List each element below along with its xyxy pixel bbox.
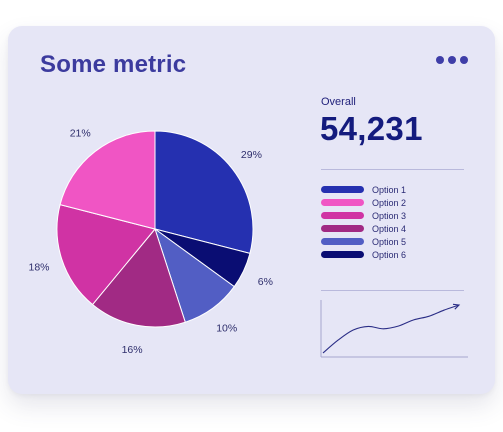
legend-swatch [321,251,364,258]
legend-item: Option 1 [321,183,406,196]
legend-swatch [321,199,364,206]
slice-label: 16% [122,344,143,356]
sparkline-series-line [322,304,460,354]
pie-chart: 29% 6% 10% 16% 18% 21% [28,128,273,356]
legend-swatch [321,238,364,245]
slice-label: 21% [70,128,91,140]
legend-item: Option 4 [321,222,406,235]
overall-value: 54,231 [320,110,423,147]
pie-slice [56,204,156,306]
legend-swatch [321,225,364,232]
card-title: Some metric [40,51,187,78]
slice-label: 6% [258,276,273,288]
legend-item: Option 6 [321,248,406,261]
more-options-button[interactable] [434,54,470,66]
arrow-head-icon [452,303,461,310]
slice-label: 29% [241,149,262,161]
legend-item: Option 3 [321,209,406,222]
legend-label: Option 2 [372,197,407,208]
legend-swatch [321,212,364,219]
pie-slice [59,130,156,230]
legend-item: Option 2 [321,196,406,209]
legend-item: Option 5 [321,235,406,248]
divider [321,290,464,291]
divider [321,169,464,170]
legend-label: Option 1 [372,184,407,195]
slice-label: 18% [28,262,49,274]
legend-label: Option 5 [372,236,407,247]
overall-label: Overall [321,96,356,108]
more-horizontal-icon-dot [460,56,468,64]
more-horizontal-icon-dot [448,56,456,64]
legend-label: Option 4 [372,223,407,234]
metric-card: Some metric 29% 6% 10% 16% 18% 21% Overall 54… [8,26,495,394]
chart-legend: Option 1 Option 2 Option 3 Option 4 Opti… [321,183,406,261]
pie-slice [154,130,254,254]
more-horizontal-icon [436,56,444,64]
trend-sparkline [320,300,468,358]
legend-label: Option 3 [372,210,407,221]
legend-label: Option 6 [372,249,407,260]
legend-swatch [321,186,364,193]
pie-slice [91,227,186,328]
slice-label: 10% [216,323,237,335]
